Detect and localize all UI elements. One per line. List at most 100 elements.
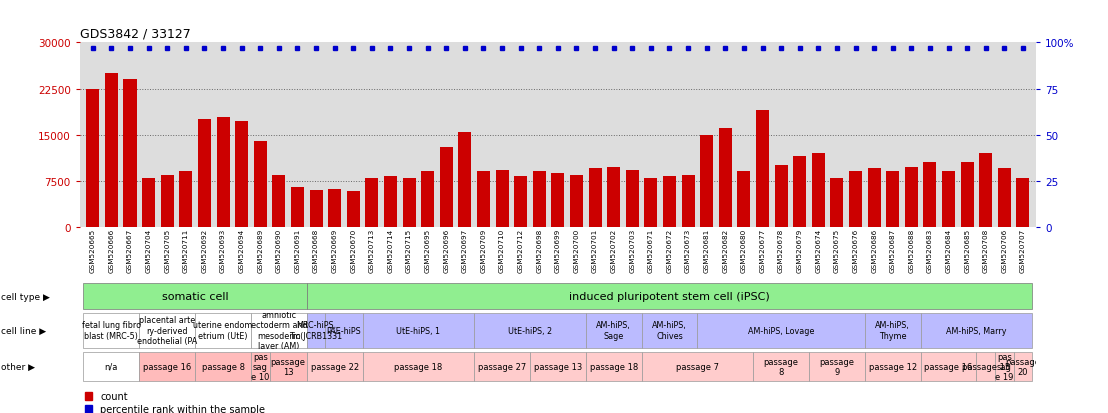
Text: passage
13: passage 13	[270, 357, 306, 376]
Text: passage 7: passage 7	[676, 362, 719, 371]
Text: passage 16: passage 16	[143, 362, 192, 371]
Bar	[552, 173, 564, 227]
Text: PAE-hiPS: PAE-hiPS	[327, 326, 361, 335]
Text: AM-hiPS,
Thyme: AM-hiPS, Thyme	[875, 321, 910, 340]
Bar	[812, 154, 824, 227]
Text: passage
8: passage 8	[763, 357, 799, 376]
Bar	[753, 352, 809, 381]
Bar	[809, 352, 865, 381]
Bar	[326, 313, 362, 348]
Bar	[384, 177, 397, 227]
Bar	[459, 132, 471, 227]
Text: passage
9: passage 9	[820, 357, 854, 376]
Bar	[105, 74, 117, 227]
Bar	[307, 313, 326, 348]
Bar	[307, 352, 362, 381]
Text: UtE-hiPS, 1: UtE-hiPS, 1	[397, 326, 440, 335]
Bar	[586, 313, 642, 348]
Bar	[586, 352, 642, 381]
Text: passage 13: passage 13	[534, 362, 582, 371]
Bar	[588, 169, 602, 227]
Bar	[250, 313, 307, 348]
Bar	[347, 192, 360, 227]
Text: cell type ▶: cell type ▶	[1, 292, 50, 301]
Bar	[530, 352, 586, 381]
Legend: count, percentile rank within the sample: count, percentile rank within the sample	[84, 392, 265, 413]
Bar	[514, 177, 527, 227]
Bar	[309, 190, 322, 227]
Bar	[642, 313, 697, 348]
Text: pas
sag
e 10: pas sag e 10	[252, 352, 269, 381]
Bar	[216, 118, 229, 227]
Bar	[474, 352, 530, 381]
Bar	[570, 175, 583, 227]
Bar	[645, 178, 657, 227]
Text: uterine endom
etrium (UtE): uterine endom etrium (UtE)	[193, 321, 253, 340]
Bar	[921, 313, 1033, 348]
Bar	[905, 167, 917, 227]
Text: AM-hiPS,
Chives: AM-hiPS, Chives	[653, 321, 687, 340]
Text: passage 8: passage 8	[202, 362, 245, 371]
Bar	[921, 352, 976, 381]
Bar	[663, 176, 676, 227]
Text: passage 27: passage 27	[478, 362, 526, 371]
Bar	[161, 175, 174, 227]
Bar	[756, 111, 769, 227]
Bar	[830, 178, 843, 227]
Bar	[793, 157, 807, 227]
Bar	[474, 313, 586, 348]
Bar	[865, 352, 921, 381]
Bar	[83, 313, 140, 348]
Bar	[961, 163, 974, 227]
Bar	[362, 313, 474, 348]
Text: placental arte
ry-derived
endothelial (PA: placental arte ry-derived endothelial (P…	[137, 316, 197, 345]
Text: passage 18: passage 18	[589, 362, 638, 371]
Text: passage 16: passage 16	[924, 362, 973, 371]
Bar	[440, 147, 453, 227]
Bar	[642, 352, 753, 381]
Bar	[198, 120, 211, 227]
Text: fetal lung fibro
blast (MRC-5): fetal lung fibro blast (MRC-5)	[82, 321, 141, 340]
Bar	[495, 171, 509, 227]
Text: amniotic
ectoderm and
mesoderm
layer (AM): amniotic ectoderm and mesoderm layer (AM…	[250, 310, 307, 351]
Bar	[700, 135, 714, 227]
Text: AM-hiPS,
Sage: AM-hiPS, Sage	[596, 321, 632, 340]
Text: passage 22: passage 22	[310, 362, 359, 371]
Bar	[719, 129, 731, 227]
Bar	[291, 188, 304, 227]
Bar	[697, 313, 865, 348]
Text: somatic cell: somatic cell	[162, 291, 228, 301]
Bar	[942, 172, 955, 227]
Text: MRC-hiPS,
Tic(JCRB1331: MRC-hiPS, Tic(JCRB1331	[289, 321, 342, 340]
Bar	[362, 352, 474, 381]
Bar	[886, 172, 900, 227]
Bar	[235, 122, 248, 227]
Text: other ▶: other ▶	[1, 362, 35, 371]
Bar	[140, 313, 195, 348]
Bar	[402, 178, 416, 227]
Bar	[476, 172, 490, 227]
Bar	[269, 352, 307, 381]
Bar	[328, 189, 341, 227]
Text: n/a: n/a	[105, 362, 119, 371]
Bar	[681, 175, 695, 227]
Bar	[865, 313, 921, 348]
Bar	[774, 166, 788, 227]
Bar	[123, 80, 136, 227]
Bar	[976, 352, 995, 381]
Bar	[995, 352, 1014, 381]
Bar	[979, 154, 993, 227]
Bar	[421, 172, 434, 227]
Bar	[1014, 352, 1033, 381]
Text: cell line ▶: cell line ▶	[1, 326, 47, 335]
Text: AM-hiPS, Lovage: AM-hiPS, Lovage	[748, 326, 814, 335]
Bar	[366, 178, 378, 227]
Bar	[250, 352, 269, 381]
Bar	[868, 169, 881, 227]
Text: GDS3842 / 33127: GDS3842 / 33127	[80, 28, 191, 41]
Bar	[738, 172, 750, 227]
Bar	[273, 175, 286, 227]
Bar	[83, 352, 140, 381]
Bar	[1016, 178, 1029, 227]
Text: passage 12: passage 12	[869, 362, 916, 371]
